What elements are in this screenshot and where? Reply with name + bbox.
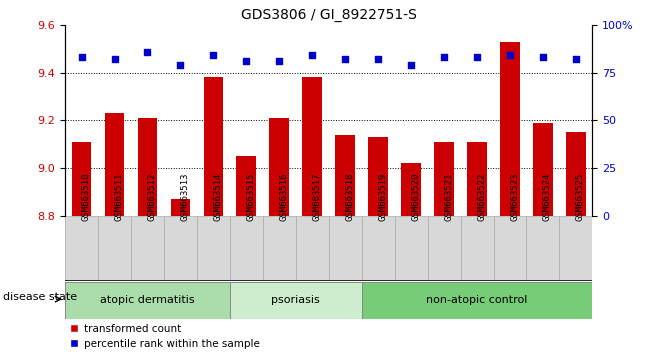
Bar [467, 142, 487, 354]
Point [307, 52, 318, 58]
FancyBboxPatch shape [263, 216, 296, 280]
Bar [401, 164, 421, 354]
Point [109, 56, 120, 62]
Text: GSM663520: GSM663520 [411, 173, 420, 221]
Text: GSM663514: GSM663514 [214, 173, 223, 221]
Bar [500, 41, 520, 354]
Point [439, 55, 449, 60]
Bar [105, 113, 124, 354]
Text: GSM663524: GSM663524 [543, 173, 552, 221]
Point [208, 52, 219, 58]
Bar [171, 199, 190, 354]
Legend: transformed count, percentile rank within the sample: transformed count, percentile rank withi… [70, 324, 260, 349]
FancyBboxPatch shape [493, 216, 527, 280]
Bar [72, 142, 91, 354]
Text: GSM663517: GSM663517 [312, 173, 322, 221]
Point [571, 56, 581, 62]
FancyBboxPatch shape [362, 282, 592, 319]
FancyBboxPatch shape [230, 216, 263, 280]
Bar [368, 137, 388, 354]
Point [340, 56, 350, 62]
Text: GSM663522: GSM663522 [477, 173, 486, 221]
Text: psoriasis: psoriasis [271, 295, 320, 305]
Point [406, 62, 417, 68]
FancyBboxPatch shape [65, 282, 230, 319]
FancyBboxPatch shape [527, 216, 559, 280]
FancyBboxPatch shape [164, 216, 197, 280]
Text: GSM663515: GSM663515 [246, 173, 255, 221]
Point [175, 62, 186, 68]
Text: GSM663518: GSM663518 [345, 173, 354, 221]
Title: GDS3806 / GI_8922751-S: GDS3806 / GI_8922751-S [241, 8, 417, 22]
Text: GSM663516: GSM663516 [279, 173, 288, 221]
FancyBboxPatch shape [296, 216, 329, 280]
FancyBboxPatch shape [395, 216, 428, 280]
Point [472, 55, 482, 60]
Bar [270, 118, 289, 354]
Bar [204, 77, 223, 354]
Point [143, 49, 153, 55]
Text: atopic dermatitis: atopic dermatitis [100, 295, 195, 305]
FancyBboxPatch shape [559, 216, 592, 280]
FancyBboxPatch shape [65, 216, 98, 280]
Text: GSM663510: GSM663510 [81, 173, 90, 221]
Bar [566, 132, 586, 354]
FancyBboxPatch shape [98, 216, 131, 280]
Bar [533, 123, 553, 354]
FancyBboxPatch shape [131, 216, 164, 280]
Bar [434, 142, 454, 354]
Point [538, 55, 548, 60]
Point [241, 58, 251, 64]
Bar [302, 77, 322, 354]
Text: GSM663521: GSM663521 [444, 173, 453, 221]
FancyBboxPatch shape [428, 216, 461, 280]
FancyBboxPatch shape [362, 216, 395, 280]
Bar [335, 135, 355, 354]
Bar [137, 118, 158, 354]
Text: GSM663525: GSM663525 [576, 173, 585, 221]
Text: GSM663523: GSM663523 [510, 173, 519, 221]
Text: GSM663519: GSM663519 [378, 173, 387, 221]
Bar [236, 156, 256, 354]
Point [274, 58, 284, 64]
Text: non-atopic control: non-atopic control [426, 295, 528, 305]
Point [505, 52, 515, 58]
FancyBboxPatch shape [230, 282, 362, 319]
Point [373, 56, 383, 62]
Text: GSM663512: GSM663512 [148, 173, 156, 221]
FancyBboxPatch shape [329, 216, 362, 280]
FancyBboxPatch shape [197, 216, 230, 280]
Point [76, 55, 87, 60]
Text: disease state: disease state [3, 292, 77, 302]
Text: GSM663511: GSM663511 [115, 173, 124, 221]
Text: GSM663513: GSM663513 [180, 173, 189, 221]
FancyBboxPatch shape [461, 216, 493, 280]
